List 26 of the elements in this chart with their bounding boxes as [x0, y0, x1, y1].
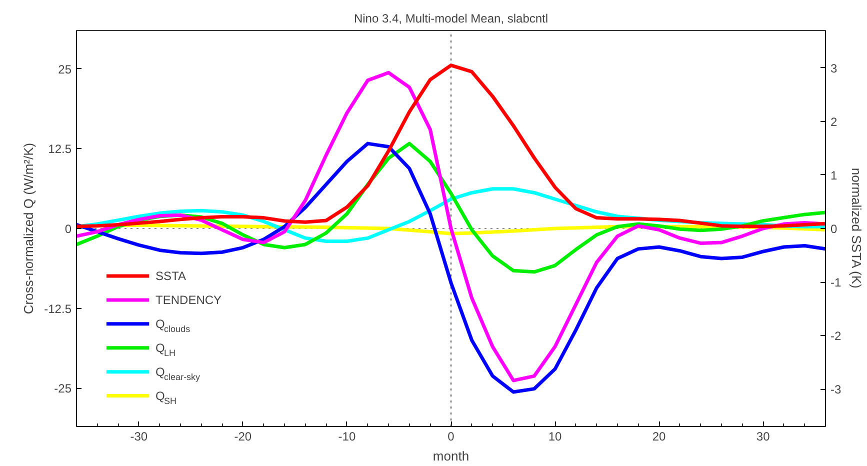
- y2-tick-label: 2: [830, 114, 838, 129]
- y2-tick-label: 3: [830, 61, 838, 76]
- y-tick-label: 25: [58, 62, 72, 76]
- x-tick-label: -10: [338, 430, 356, 444]
- y2-tick-label: 0: [830, 222, 838, 236]
- x-tick-label: -30: [130, 430, 148, 444]
- y2-tick-label: 1: [830, 168, 838, 182]
- x-tick-label: 30: [756, 430, 770, 444]
- x-tick-label: 10: [548, 430, 562, 444]
- y-tick-label: -25: [54, 382, 72, 396]
- chart-title: Nino 3.4, Multi-model Mean, slabcntl: [354, 12, 548, 26]
- y-tick-label: 0: [64, 222, 72, 236]
- y-axis-title: Cross-normalized Q (W/m²/K): [21, 142, 36, 314]
- y-tick-label: -12.5: [44, 302, 72, 316]
- y2-tick-label: -3: [830, 382, 842, 397]
- line-series: [76, 64, 826, 228]
- y2-tick-label: -1: [830, 276, 842, 290]
- y-tick-label: 12.5: [48, 142, 72, 156]
- x-axis-title: month: [432, 448, 470, 464]
- legend-label: SSTA: [156, 269, 186, 284]
- x-tick-label: 20: [652, 430, 666, 444]
- legend-label: TENDENCY: [156, 292, 222, 307]
- x-tick-label: -20: [234, 430, 252, 444]
- x-tick-label: 0: [448, 430, 455, 444]
- y2-tick-label: -2: [830, 329, 842, 344]
- y2-axis-title: normalized SSTA (K): [849, 168, 864, 288]
